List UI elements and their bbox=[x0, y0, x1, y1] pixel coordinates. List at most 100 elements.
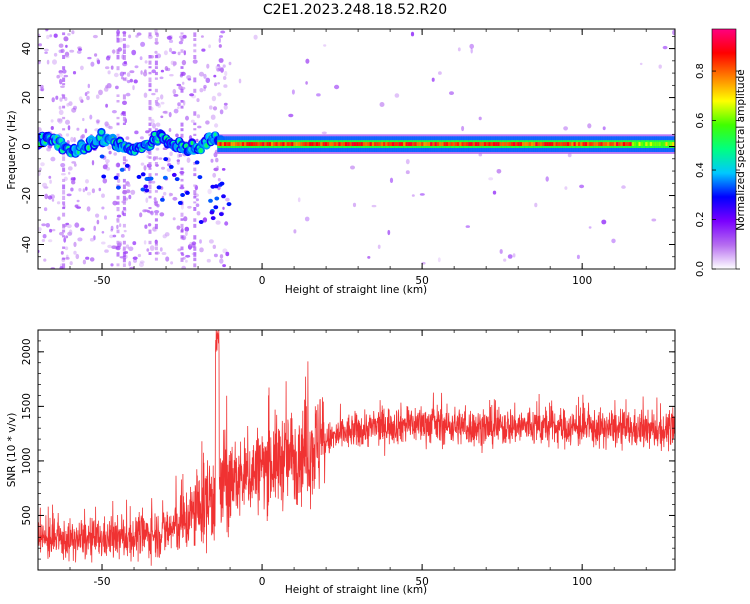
band-core bbox=[546, 142, 550, 146]
noise-blob bbox=[116, 162, 121, 168]
noise-blob bbox=[68, 229, 73, 235]
x-tick-label: 100 bbox=[572, 275, 592, 287]
noise-blob bbox=[184, 226, 190, 232]
trail-dot bbox=[194, 160, 200, 165]
spectrogram-frame bbox=[37, 28, 676, 270]
noise-blob bbox=[158, 157, 163, 160]
band-core bbox=[474, 142, 478, 146]
noise-blob bbox=[297, 197, 301, 203]
noise-streak bbox=[180, 133, 184, 138]
noise-blob bbox=[587, 123, 592, 129]
noise-blob bbox=[191, 241, 197, 246]
noise-blob bbox=[159, 212, 165, 217]
noise-streak bbox=[193, 38, 197, 41]
noise-blob bbox=[151, 92, 156, 96]
noise-blob bbox=[218, 37, 221, 43]
band-core bbox=[580, 142, 583, 146]
noise-blob bbox=[185, 115, 189, 121]
noise-blob bbox=[86, 91, 90, 94]
noise-blob bbox=[75, 253, 80, 260]
trail-dot bbox=[140, 187, 146, 192]
band-core bbox=[672, 142, 675, 146]
noise-streak bbox=[122, 122, 126, 125]
band-core bbox=[656, 142, 659, 146]
noise-blob bbox=[206, 63, 210, 69]
noise-streak bbox=[62, 116, 66, 120]
trail-dot bbox=[168, 164, 174, 169]
snr-series-line bbox=[38, 330, 675, 566]
band-core bbox=[573, 142, 577, 146]
noise-blob bbox=[66, 193, 72, 197]
band-blob bbox=[199, 148, 202, 153]
noise-blob bbox=[44, 48, 49, 52]
noise-blob bbox=[169, 193, 174, 196]
band-core bbox=[528, 142, 532, 146]
noise-blob bbox=[208, 44, 212, 49]
noise-streak bbox=[122, 240, 126, 245]
noise-blob bbox=[51, 198, 55, 202]
band-core bbox=[589, 142, 592, 146]
noise-blob bbox=[449, 91, 454, 95]
band-core bbox=[237, 142, 240, 146]
noise-streak bbox=[116, 207, 120, 212]
y-tick-label: 2000 bbox=[21, 338, 33, 365]
noise-streak bbox=[193, 111, 197, 116]
band-core bbox=[347, 142, 350, 146]
noise-streak bbox=[122, 162, 126, 165]
noise-streak bbox=[116, 100, 120, 103]
noise-blob bbox=[176, 225, 181, 230]
noise-blob bbox=[180, 204, 184, 210]
noise-blob bbox=[173, 94, 179, 97]
noise-blob bbox=[65, 133, 70, 137]
noise-blob bbox=[107, 145, 112, 150]
noise-blob bbox=[65, 257, 70, 260]
noise-blob bbox=[147, 223, 152, 227]
band-core bbox=[604, 142, 608, 146]
noise-blob bbox=[116, 224, 119, 230]
noise-blob bbox=[59, 78, 63, 85]
band-core bbox=[228, 142, 232, 146]
band-core bbox=[551, 142, 554, 146]
noise-streak bbox=[154, 77, 158, 80]
noise-blob bbox=[208, 239, 214, 244]
noise-blob bbox=[67, 166, 73, 171]
noise-streak bbox=[116, 116, 120, 120]
noise-blob bbox=[38, 227, 42, 232]
band-core bbox=[490, 142, 494, 146]
band-core bbox=[544, 142, 547, 146]
noise-blob bbox=[217, 92, 222, 97]
noise-blob bbox=[56, 74, 60, 79]
noise-blob bbox=[93, 225, 96, 231]
noise-blob bbox=[38, 127, 42, 133]
noise-blob bbox=[223, 104, 228, 110]
trail-dot bbox=[197, 175, 203, 180]
band-core bbox=[622, 142, 626, 146]
band-core bbox=[239, 142, 243, 146]
noise-streak bbox=[62, 105, 66, 109]
noise-blob bbox=[108, 150, 112, 155]
noise-blob bbox=[220, 67, 224, 73]
noise-blob bbox=[49, 228, 53, 233]
noise-streak bbox=[180, 38, 184, 42]
band-core bbox=[403, 142, 406, 146]
noise-streak bbox=[154, 128, 158, 132]
noise-blob bbox=[405, 159, 410, 165]
noise-streak bbox=[154, 257, 158, 261]
band-core bbox=[531, 142, 534, 146]
noise-blob bbox=[64, 246, 69, 251]
band-core bbox=[488, 142, 491, 146]
band-core bbox=[217, 142, 220, 146]
noise-blob bbox=[41, 239, 46, 242]
noise-blob bbox=[140, 162, 145, 166]
noise-blob bbox=[65, 222, 70, 226]
band-core bbox=[340, 142, 344, 146]
noise-blob bbox=[507, 254, 513, 259]
noise-blob bbox=[42, 234, 47, 239]
noise-blob bbox=[91, 188, 95, 194]
noise-blob bbox=[101, 206, 105, 210]
band-core bbox=[526, 142, 530, 146]
noise-blob bbox=[107, 244, 112, 249]
noise-blob bbox=[238, 78, 242, 84]
noise-blob bbox=[601, 219, 607, 225]
band-core bbox=[414, 142, 417, 146]
